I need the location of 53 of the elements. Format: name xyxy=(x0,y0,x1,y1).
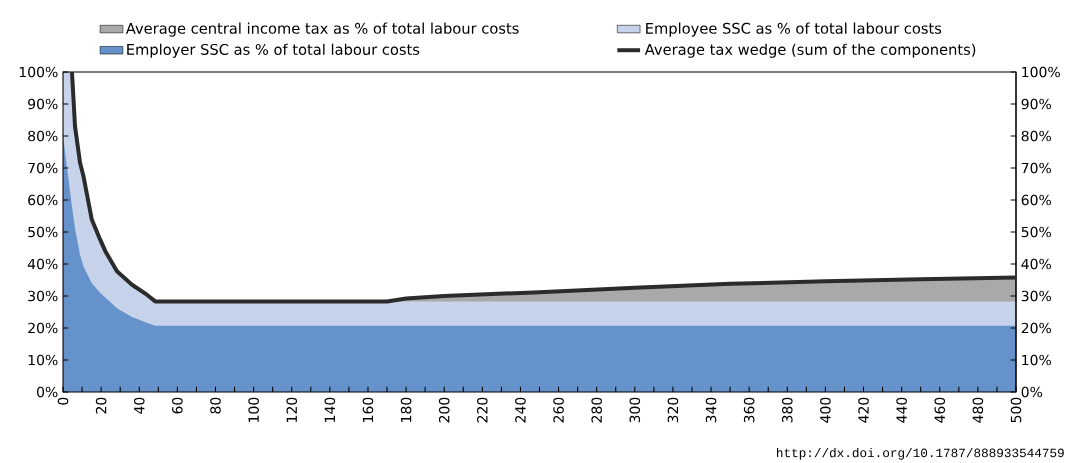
y-tick-label: 70% xyxy=(28,162,58,174)
x-tick-label: 280 xyxy=(591,397,602,423)
x-tick-label: 140 xyxy=(324,397,336,422)
y-tick-label: 90% xyxy=(28,98,58,110)
x-tick-label: 0 xyxy=(57,397,69,405)
x-tick-label: 340 xyxy=(705,397,717,423)
y2-tick-label: 100% xyxy=(1022,66,1060,78)
y2-tick-label: 30% xyxy=(1021,290,1052,302)
x-tick-label: 40 xyxy=(133,397,145,414)
x-tick-label: 240 xyxy=(515,397,526,423)
x-tick-label: 460 xyxy=(934,397,946,423)
y2-tick-label: 10% xyxy=(1022,354,1052,366)
y-tick-label: 50% xyxy=(28,226,58,238)
x-tick-label: 440 xyxy=(896,397,907,423)
legend-label: Average tax wedge (sum of the components) xyxy=(644,43,976,58)
legend-label: Employee SSC as % of total labour costs xyxy=(646,22,942,37)
y-tick-label: 20% xyxy=(28,322,58,334)
y2-tick-label: 90% xyxy=(1021,98,1052,110)
y-tick-label: 100% xyxy=(19,66,58,78)
y-tick-label: 30% xyxy=(28,290,58,302)
x-tick-label: 380 xyxy=(781,397,793,423)
legend-label: Employer SSC as % of total labour costs xyxy=(127,43,420,58)
y-tick-label: 10% xyxy=(28,354,58,366)
y-tick-label: 80% xyxy=(28,130,58,142)
x-tick-label: 100 xyxy=(248,397,259,422)
x-tick-label: 200 xyxy=(438,397,450,423)
x-tick-label: 480 xyxy=(972,397,984,423)
y2-tick-label: 40% xyxy=(1021,258,1052,270)
y2-tick-label: 60% xyxy=(1021,194,1052,206)
x-tick-label: 120 xyxy=(286,397,298,422)
y-tick-label: 40% xyxy=(27,258,58,270)
y-tick-label: 0% xyxy=(37,386,58,398)
x-tick-label: 80 xyxy=(210,397,221,414)
x-tick-label: 500 xyxy=(1010,397,1022,423)
y2-tick-label: 70% xyxy=(1021,162,1052,174)
legend-label: Average central income tax as % of total labour costs xyxy=(125,22,519,37)
y2-tick-label: 80% xyxy=(1021,130,1052,142)
x-tick-label: 20 xyxy=(95,397,107,414)
y2-tick-label: 50% xyxy=(1021,226,1052,238)
y2-tick-label: 20% xyxy=(1021,322,1052,334)
text: http://dx.doi.org/10.1787/888933544759 xyxy=(777,447,1064,460)
x-tick-label: 180 xyxy=(400,397,412,422)
y-tick-label: 60% xyxy=(28,194,58,206)
x-tick-label: 260 xyxy=(553,397,564,423)
x-tick-label: 320 xyxy=(667,397,679,423)
x-tick-label: 220 xyxy=(477,397,488,423)
x-tick-label: 300 xyxy=(629,397,641,423)
x-tick-label: 160 xyxy=(362,397,374,422)
x-tick-label: 360 xyxy=(743,397,755,423)
y2-tick-label: 0% xyxy=(1021,386,1043,398)
x-tick-label: 420 xyxy=(858,397,869,423)
x-tick-label: 400 xyxy=(820,397,831,423)
x-tick-label: 60 xyxy=(172,397,183,414)
